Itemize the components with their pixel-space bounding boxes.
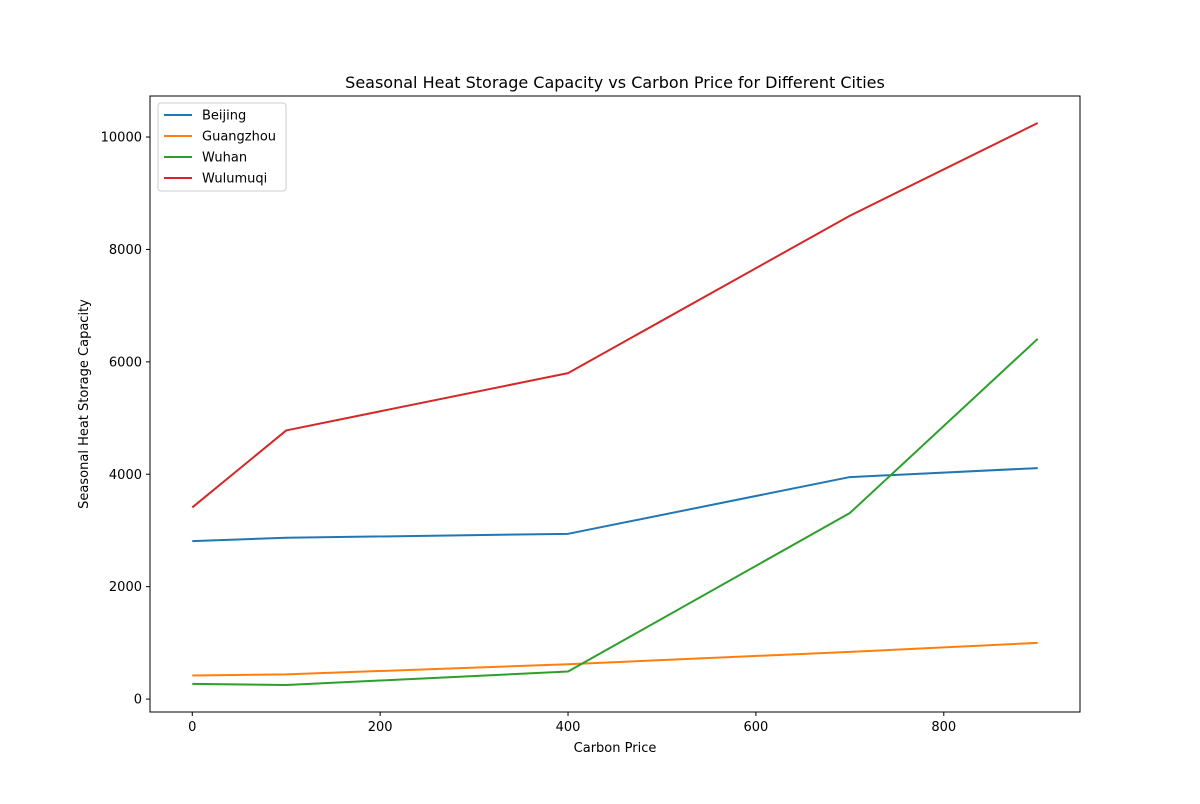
series-line-beijing [192,467,1038,543]
x-tick-label: 400 [556,720,581,735]
series-line-wulumuqi [191,122,1039,509]
plot-layer [191,122,1039,687]
x-tick-label: 600 [743,720,768,735]
x-tick-label: 200 [368,720,393,735]
x-axis: 0 200 400 600 800 [188,712,956,735]
chart-title: Seasonal Heat Storage Capacity vs Carbon… [345,73,885,92]
legend-box [157,102,287,192]
x-tick-label: 800 [931,720,956,735]
legend-label-wulumuqi: Wulumuqi [202,172,267,187]
y-tick-label: 10000 [101,131,142,146]
legend-label-beijing: Beijing [202,109,246,124]
y-tick-label: 4000 [109,468,142,483]
y-tick-label: 2000 [109,580,142,595]
legend-label-wuhan: Wuhan [202,151,247,166]
plot-frame [149,95,1081,713]
legend: Beijing Guangzhou Wuhan Wulumuqi [157,102,287,192]
series-line-guangzhou [192,641,1038,677]
y-axis-label: Seasonal Heat Storage Capacity [77,299,92,509]
legend-label-guangzhou: Guangzhou [202,130,276,145]
y-tick-label: 8000 [109,243,142,258]
y-axis: 0 2000 4000 6000 8000 10000 [101,131,150,708]
series-line-wuhan [192,338,1039,687]
y-tick-label: 0 [134,693,142,708]
x-tick-label: 0 [188,720,196,735]
x-axis-label: Carbon Price [574,741,657,756]
y-tick-label: 6000 [109,355,142,370]
